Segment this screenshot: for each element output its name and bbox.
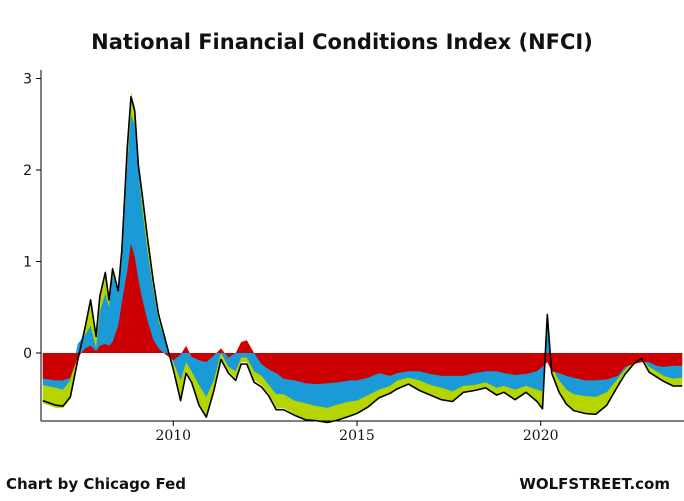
x-tick-label: 2015	[339, 428, 375, 444]
y-tick-label: 0	[23, 346, 32, 362]
x-tick-label: 2010	[155, 428, 191, 444]
x-tick-label: 2020	[523, 428, 559, 444]
brand-credit: WOLFSTREET.com	[519, 475, 670, 493]
source-credit: Chart by Chicago Fed	[6, 475, 186, 493]
y-tick-label: 2	[23, 163, 32, 179]
y-tick-label: 3	[23, 72, 32, 88]
nfci-line	[42, 96, 683, 424]
chart-title: National Financial Conditions Index (NFC…	[91, 30, 593, 54]
index-line-layer	[42, 96, 683, 424]
y-tick-label: 1	[23, 255, 32, 271]
axes: 0 1 2 3 2010 2015 2020	[23, 70, 684, 444]
stacked-areas	[42, 92, 683, 422]
area-band-3	[42, 243, 683, 385]
